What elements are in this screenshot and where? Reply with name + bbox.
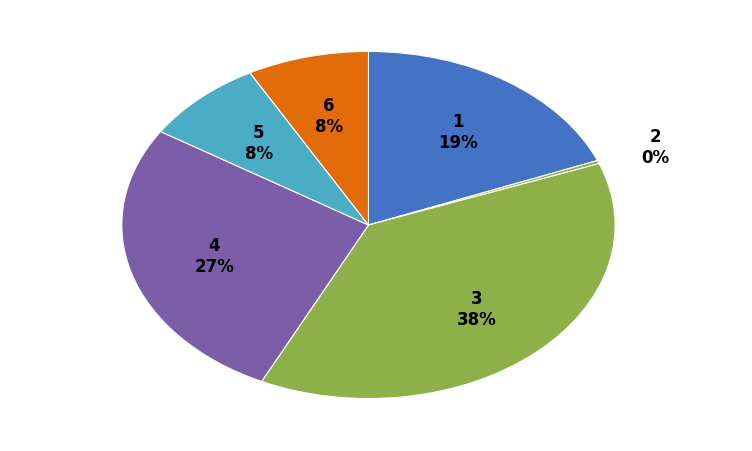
Text: 2
0%: 2 0% <box>641 128 670 166</box>
Wedge shape <box>122 132 368 382</box>
Wedge shape <box>250 52 368 226</box>
Text: 6
8%: 6 8% <box>314 97 343 136</box>
Text: 3
38%: 3 38% <box>457 289 497 328</box>
Text: 5
8%: 5 8% <box>245 124 273 163</box>
Wedge shape <box>161 74 368 226</box>
Text: 4
27%: 4 27% <box>194 237 234 276</box>
Wedge shape <box>262 164 615 399</box>
Wedge shape <box>368 161 599 226</box>
Wedge shape <box>368 52 598 226</box>
Text: 1
19%: 1 19% <box>438 113 478 152</box>
